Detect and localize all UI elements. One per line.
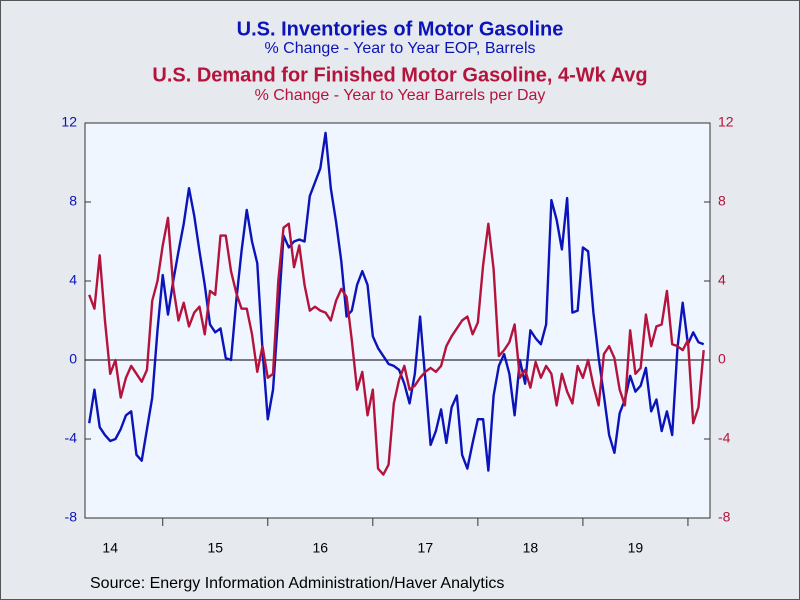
y-tick-label: 8: [69, 193, 77, 209]
y2-tick-label: -8: [718, 509, 731, 525]
chart-title: U.S. Inventories of Motor Gasoline: [237, 18, 564, 40]
x-tick-label: 17: [418, 540, 434, 556]
y2-tick-label: 4: [718, 272, 726, 288]
chart-title: U.S. Demand for Finished Motor Gasoline,…: [152, 64, 647, 86]
chart-subtitle: % Change - Year to Year EOP, Barrels: [265, 40, 536, 57]
data-line: [88, 216, 705, 476]
x-tick-label: 16: [313, 540, 329, 556]
chart-subtitle: % Change - Year to Year Barrels per Day: [255, 87, 546, 104]
y2-tick-label: 0: [718, 351, 726, 367]
y2-tick-label: 12: [718, 114, 734, 130]
source-note: Source: Energy Information Administratio…: [90, 575, 504, 592]
y2-tick-label: -4: [718, 430, 731, 446]
x-tick-label: 15: [207, 540, 223, 556]
y-tick-label: -8: [65, 509, 78, 525]
y2-tick-label: 8: [718, 193, 726, 209]
y-tick-label: 0: [69, 351, 77, 367]
y-tick-label: 4: [69, 272, 77, 288]
y-tick-label: -4: [65, 430, 78, 446]
x-tick-label: 19: [628, 540, 644, 556]
x-tick-label: 14: [102, 540, 118, 556]
x-tick-label: 18: [523, 540, 539, 556]
y-tick-label: 12: [61, 114, 77, 130]
